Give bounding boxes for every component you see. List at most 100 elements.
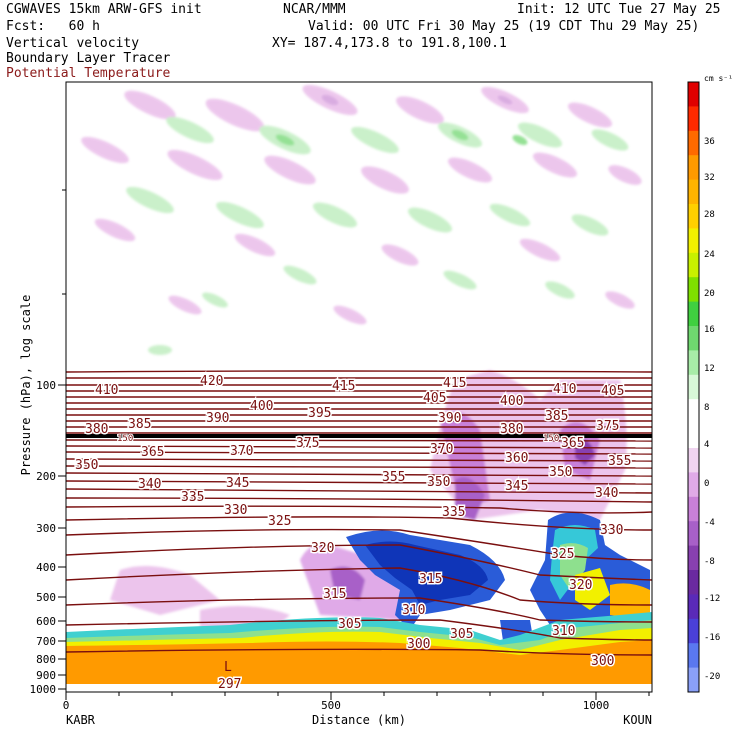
label-410: 410 [95, 383, 118, 398]
label-300: 300 [407, 637, 430, 652]
colorbar-cell [688, 82, 699, 107]
colorbar-cell [688, 204, 699, 229]
left-station-label: KABR [66, 713, 96, 727]
label-375: 375 [296, 436, 319, 451]
label-315: 315 [323, 587, 346, 602]
label-330: 330 [224, 503, 247, 518]
colorbar-cell [688, 594, 699, 620]
label-305: 305 [338, 617, 361, 632]
y-tick-label-300: 300 [36, 522, 56, 535]
colorbar-cell [688, 496, 699, 522]
label-365: 365 [141, 445, 164, 460]
colorbar-label-32: 32 [704, 173, 715, 183]
colorbar-label-neg16: -16 [704, 633, 720, 643]
y-tick-label-200: 200 [36, 470, 56, 483]
colorbar-label-36: 36 [704, 137, 715, 147]
colorbar-label-8: 8 [704, 403, 709, 413]
boundary-layer-fill [66, 612, 652, 692]
label-345b: 345 [226, 476, 249, 491]
colorbar-label-neg8: -8 [704, 557, 715, 567]
colorbar-cell [688, 667, 699, 693]
label-400b: 400 [250, 399, 273, 414]
colorbar-cell [688, 301, 699, 327]
colorbar-label-24: 24 [704, 250, 715, 260]
label-390: 390 [438, 411, 461, 426]
label-370: 370 [230, 444, 253, 459]
isentrope-labels: 420 415 415 410 410 405 405 400 400 395 … [74, 373, 633, 694]
colorbar-label-20: 20 [704, 289, 715, 299]
colorbar-label-16: 16 [704, 325, 715, 335]
colorbar-frame [687, 81, 700, 693]
label-300b: 300 [591, 654, 614, 669]
field-label-potential-temperature: Potential Temperature [6, 66, 171, 81]
y-ticks [58, 189, 66, 690]
label-405b: 405 [423, 391, 446, 406]
colorbar-cell [688, 228, 699, 254]
model-title: CGWAVES 15km ARW-GFS init [6, 2, 202, 17]
low-pressure-marker: L [224, 660, 232, 675]
label-375b: 375 [596, 419, 619, 434]
colorbar-cell [688, 618, 699, 644]
label-365b: 365 [561, 436, 584, 451]
colorbar-cell [688, 448, 699, 473]
colorbar-cell [688, 374, 699, 400]
colorbar-label-12: 12 [704, 364, 715, 374]
label-395: 395 [308, 406, 331, 421]
colorbar-cells [688, 82, 699, 693]
colorbar-cell [688, 277, 699, 303]
colorbar-cell [688, 252, 699, 278]
colorbar-label-4: 4 [704, 440, 709, 450]
plot-frame [65, 81, 653, 693]
label-310: 310 [552, 624, 575, 639]
colorbar-label-28: 28 [704, 210, 715, 220]
colorbar-cell [688, 155, 699, 181]
y-tick-label-500: 500 [36, 591, 56, 604]
label-390b: 390 [206, 411, 229, 426]
colorbar: cm s⁻¹ 36 32 28 24 20 16 12 8 4 0 -4 -8 … [687, 74, 733, 693]
isentropes [66, 370, 652, 656]
plot-area [66, 82, 652, 692]
label-415: 415 [332, 379, 355, 394]
label-350b: 350 [427, 475, 450, 490]
colorbar-cell [688, 399, 699, 425]
field-label-boundary-layer-tracer: Boundary Layer Tracer [6, 51, 171, 66]
label-400: 400 [500, 394, 523, 409]
colorbar-cell [688, 130, 699, 156]
y-axis: 100 200 300 400 500 600 700 800 900 1000 [30, 189, 66, 696]
label-310b: 310 [402, 603, 425, 618]
x-tick-label-500: 500 [321, 699, 341, 712]
label-340b: 340 [138, 477, 161, 492]
label-325b: 325 [551, 547, 574, 562]
label-320: 320 [311, 541, 334, 556]
label-385: 385 [128, 417, 151, 432]
label-380: 380 [85, 422, 108, 437]
label-330b: 330 [600, 523, 623, 538]
colorbar-cell [688, 521, 699, 547]
y-tick-label-600: 600 [36, 615, 56, 628]
cross-section-coordinates: XY= 187.4,173.8 to 191.8,100.1 [272, 36, 507, 51]
colorbar-unit: cm s⁻¹ [704, 74, 733, 83]
y-tick-label-100: 100 [36, 379, 56, 392]
colorbar-cell [688, 106, 699, 132]
label-320b: 320 [569, 578, 592, 593]
y-tick-label-400: 400 [36, 561, 56, 574]
colorbar-cell [688, 545, 699, 571]
right-station-label: KOUN [623, 713, 652, 727]
x-tick-label-0: 0 [63, 699, 70, 712]
colorbar-cell [688, 350, 699, 376]
label-350: 350 [75, 458, 98, 473]
y-tick-label-900: 900 [36, 669, 56, 682]
colorbar-cell [688, 472, 699, 498]
label-355: 355 [608, 454, 631, 469]
colorbar-label-neg12: -12 [704, 594, 720, 604]
label-315b: 315 [419, 572, 442, 587]
x-axis-title: Distance (km) [312, 713, 406, 727]
y-tick-label-1000: 1000 [30, 683, 57, 696]
tropopause-tag-left: 150 [117, 434, 133, 444]
colorbar-cell [688, 570, 699, 595]
y-tick-label-700: 700 [36, 635, 56, 648]
label-345: 345 [505, 479, 528, 494]
label-335b: 335 [442, 505, 465, 520]
label-420: 420 [200, 374, 223, 389]
